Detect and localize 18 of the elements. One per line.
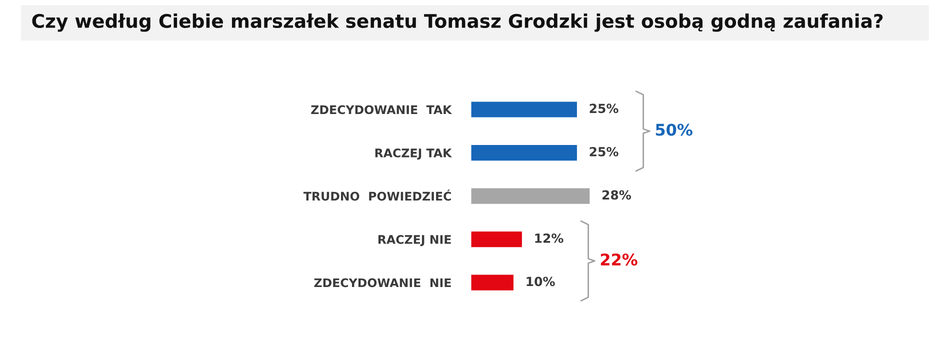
text: 50% — [656, 124, 692, 136]
data-label: 12% — [535, 233, 564, 243]
chart-title: Czy według Ciebie marszałek senatu Tomasz Grodzki jest osobą godną zaufania? — [32, 14, 883, 32]
bar — [471, 232, 522, 248]
bar — [471, 144, 577, 161]
y-tick-label: TRUDNO POWIEDZIEĆ — [303, 190, 451, 201]
y-tick-label: RACZEJ NIE — [378, 235, 451, 246]
data-label: 10% — [526, 276, 555, 286]
bar — [471, 188, 590, 204]
y-tick-label: ZDECYDOWANIE NIE — [314, 278, 451, 288]
bar — [471, 274, 514, 290]
text: 22% — [600, 253, 638, 266]
data-label: 25% — [590, 104, 618, 114]
y-tick-label: RACZEJ TAK — [375, 148, 452, 160]
bar — [471, 102, 577, 118]
data-label: 28% — [602, 190, 632, 200]
y-tick-label: ZDECYDOWANIE TAK — [311, 105, 452, 114]
data-label: 25% — [590, 146, 618, 156]
